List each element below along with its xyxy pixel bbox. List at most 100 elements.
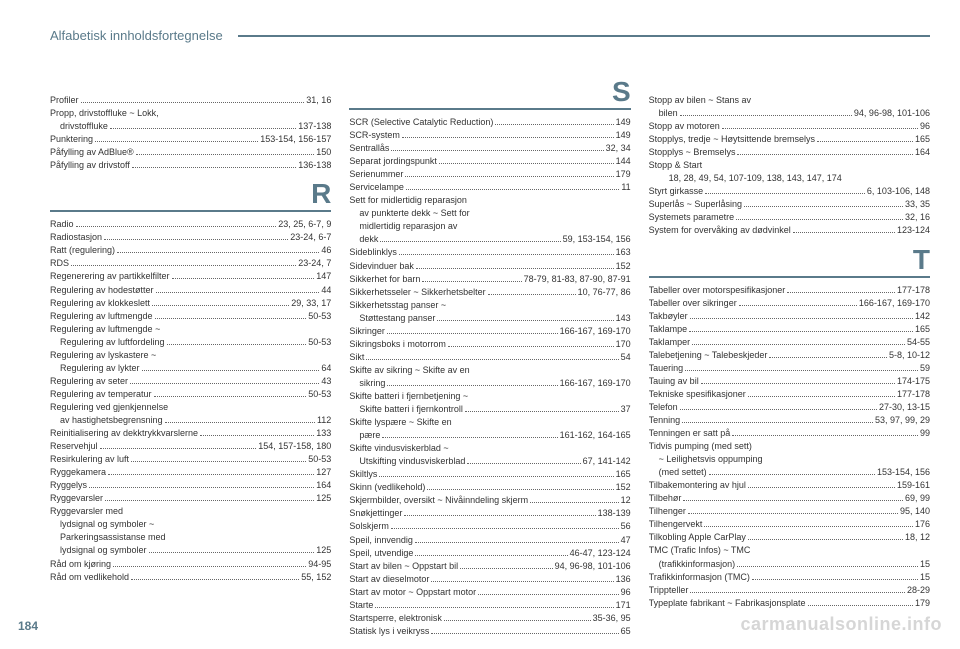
- leader-dots: [422, 281, 521, 282]
- index-entry-pages: 138-139: [598, 507, 631, 520]
- index-entry-pages: 174-175: [897, 375, 930, 388]
- index-column: Stopp av bilen ~ Stans avbilen94, 96-98,…: [649, 70, 930, 604]
- index-entry: RDS23-24, 7: [50, 257, 331, 270]
- index-entry-label: Reinitialisering av dekktrykkvarslerne: [50, 427, 198, 440]
- leader-dots: [431, 581, 613, 582]
- index-entry: ~ Leilighetsvis oppumping: [649, 453, 930, 466]
- leader-dots: [130, 383, 319, 384]
- index-entry-label: Speil, innvendig: [349, 534, 413, 547]
- index-entry-label: Skifte vindusviskerblad ~: [349, 442, 448, 455]
- index-entry-label: Påfylling av drivstoff: [50, 159, 130, 172]
- index-entry-label: Regulering ved gjenkjennelse: [50, 401, 168, 414]
- leader-dots: [737, 566, 918, 567]
- index-entry-pages: 96: [621, 586, 631, 599]
- index-entry: Tilbehør69, 99: [649, 492, 930, 505]
- index-entry-pages: 170: [616, 338, 631, 351]
- index-entry-label: Sikt: [349, 351, 364, 364]
- leader-dots: [817, 141, 913, 142]
- index-entry: Trippteller28-29: [649, 584, 930, 597]
- index-entry-label: Støttestang panser: [359, 312, 435, 325]
- index-entry-label: Tauing av bil: [649, 375, 699, 388]
- index-entry: Regulering av seter43: [50, 375, 331, 388]
- leader-dots: [683, 500, 903, 501]
- index-entry: Regulering av lyskastere ~: [50, 349, 331, 362]
- leader-dots: [136, 154, 315, 155]
- index-entry: Radiostasjon23-24, 6-7: [50, 231, 331, 244]
- index-entry-label: Punktering: [50, 133, 93, 146]
- index-entry-pages: 123-124: [897, 224, 930, 237]
- leader-dots: [444, 620, 591, 621]
- index-entry: Statisk lys i veikryss65: [349, 625, 630, 638]
- index-entry: Regulering av klokkeslett29, 33, 17: [50, 297, 331, 310]
- index-entry-label: Regenerering av partikkelfilter: [50, 270, 170, 283]
- leader-dots: [737, 154, 913, 155]
- index-entry: Stopplys ~ Bremselys164: [649, 146, 930, 159]
- index-entry-pages: 96: [920, 120, 930, 133]
- leader-dots: [415, 555, 567, 556]
- leader-dots: [709, 474, 875, 475]
- index-entry: TMC (Trafic Infos) ~ TMC: [649, 544, 930, 557]
- index-entry-label: Tidvis pumping (med sett): [649, 440, 752, 453]
- index-entry-pages: 29, 33, 17: [291, 297, 331, 310]
- index-entry-label: Systemets parametre: [649, 211, 735, 224]
- index-entry-pages: 125: [316, 492, 331, 505]
- leader-dots: [431, 633, 618, 634]
- index-entry: Start av motor ~ Oppstart motor 96: [349, 586, 630, 599]
- index-entry-label: Trippteller: [649, 584, 689, 597]
- leader-dots: [379, 476, 613, 477]
- index-entry: Ryggelys164: [50, 479, 331, 492]
- index-entry-pages: 179: [915, 597, 930, 610]
- index-entry: Stopp & Start: [649, 159, 930, 172]
- index-entry: Skifte vindusviskerblad ~: [349, 442, 630, 455]
- leader-dots: [76, 226, 277, 227]
- leader-dots: [808, 605, 913, 606]
- index-entry: Tilhengervekt176: [649, 518, 930, 531]
- index-entry-pages: 159-161: [897, 479, 930, 492]
- leader-dots: [701, 383, 895, 384]
- index-entry: Skifte av sikring ~ Skifte av en: [349, 364, 630, 377]
- index-entry-pages: 165: [915, 323, 930, 336]
- leader-dots: [366, 359, 618, 360]
- index-entry-label: Start av motor ~ Oppstart motor: [349, 586, 476, 599]
- index-entry-label: Propp, drivstoffluke ~ Lokk,: [50, 107, 159, 120]
- index-entry: Regulering av lykter64: [50, 362, 331, 375]
- index-entry: bilen94, 96-98, 101-106: [649, 107, 930, 120]
- index-entry: Tauering59: [649, 362, 930, 375]
- index-entry-pages: 94-95: [308, 558, 331, 571]
- leader-dots: [380, 241, 560, 242]
- leader-dots: [200, 435, 314, 436]
- index-entry-label: Sidevinduer bak: [349, 260, 414, 273]
- index-entry-pages: 37: [621, 403, 631, 416]
- index-entry-label: Regulering av luftmengde ~: [50, 323, 160, 336]
- index-entry-pages: 64: [321, 362, 331, 375]
- index-entry: Talebetjening ~ Talebeskjeder5-8, 10-12: [649, 349, 930, 362]
- index-entry: Stopp av bilen ~ Stans av: [649, 94, 930, 107]
- index-entry-pages: 161-162, 164-165: [560, 429, 631, 442]
- index-entry-label: av punkterte dekk ~ Sett for: [359, 207, 469, 220]
- index-entry-pages: 12: [621, 494, 631, 507]
- index-entry-pages: 165: [915, 133, 930, 146]
- index-entry: Telefon27-30, 13-15: [649, 401, 930, 414]
- index-entry-label: Startsperre, elektronisk: [349, 612, 442, 625]
- index-entry-label: Sikkerhet for barn: [349, 273, 420, 286]
- leader-dots: [689, 331, 913, 332]
- index-entry: Servicelampe11: [349, 181, 630, 194]
- section-letter: R: [50, 180, 331, 208]
- leader-dots: [439, 163, 614, 164]
- index-entry-label: Ryggevarsler med: [50, 505, 123, 518]
- index-entry-pages: 144: [616, 155, 631, 168]
- index-entry-pages: 152: [616, 481, 631, 494]
- leader-dots: [165, 422, 315, 423]
- index-entry-pages: 150: [316, 146, 331, 159]
- index-entry-pages: 125: [316, 544, 331, 557]
- index-entry-label: Tabeller over sikringer: [649, 297, 737, 310]
- index-entry-pages: 11: [621, 181, 630, 194]
- spacer: [649, 70, 930, 94]
- leader-dots: [155, 318, 307, 319]
- leader-dots: [705, 193, 865, 194]
- index-entry-label: Trafikkinformasjon (TMC): [649, 571, 750, 584]
- index-entry: drivstoffluke137-138: [50, 120, 331, 133]
- index-entry: Råd om kjøring94-95: [50, 558, 331, 571]
- spacer: [50, 70, 331, 94]
- leader-dots: [682, 422, 873, 423]
